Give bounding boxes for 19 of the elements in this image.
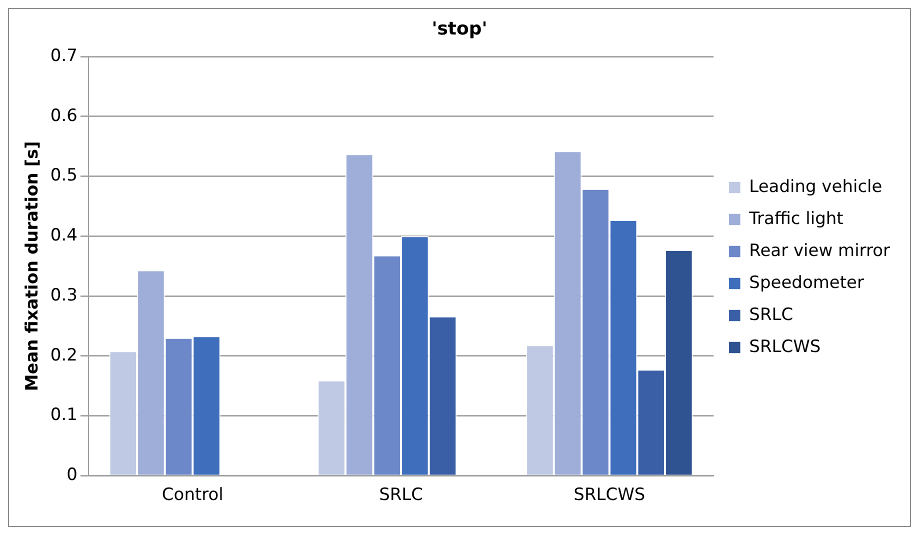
y-tick-label: 0.7: [50, 46, 78, 66]
y-tick-label: 0.6: [50, 106, 78, 126]
x-tick-label: Control: [162, 485, 224, 506]
y-axis-title: Mean fixation duration [s]: [22, 141, 43, 392]
legend-label: Traffic light: [748, 208, 844, 229]
legend-label: Leading vehicle: [749, 176, 882, 197]
chart-title: 'stop': [432, 18, 488, 40]
y-tick-label: 0.2: [50, 345, 78, 366]
legend-label: Speedometer: [749, 272, 864, 293]
x-tick-label: SRLCWS: [574, 485, 646, 506]
y-tick-label: 0.4: [50, 226, 78, 246]
y-tick-label: 0: [66, 465, 78, 486]
legend-label: SRLCWS: [749, 336, 821, 357]
x-tick-label: SRLC: [379, 485, 424, 506]
legend-label: SRLC: [749, 304, 794, 325]
y-tick-label: 0.1: [50, 405, 78, 426]
y-tick-label: 0.3: [50, 285, 78, 306]
legend-label: Rear view mirror: [749, 240, 890, 261]
y-tick-label: 0.5: [50, 166, 78, 186]
